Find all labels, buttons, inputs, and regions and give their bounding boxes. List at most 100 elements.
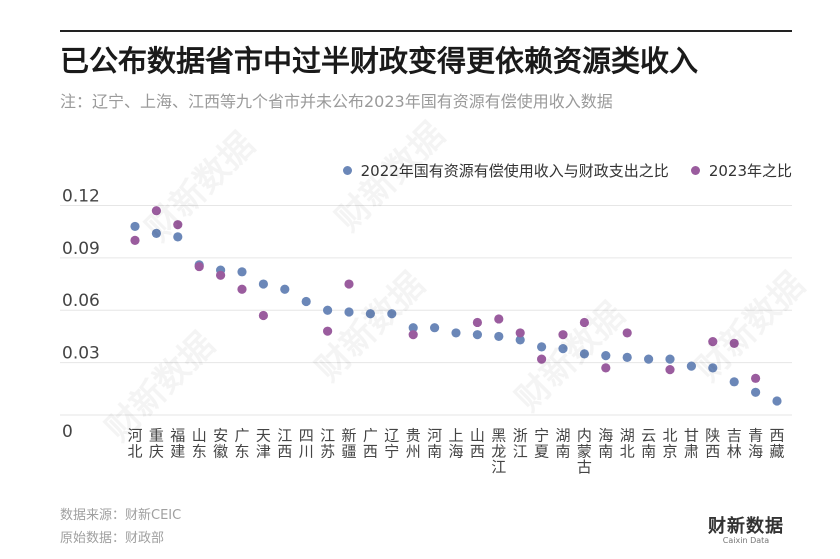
y-tick-label: 0 <box>62 422 73 442</box>
data-point-2023 <box>751 373 761 383</box>
x-tick-label: 吉林 <box>727 427 742 461</box>
data-point-2022 <box>686 361 697 371</box>
data-point-2023 <box>130 235 140 245</box>
legend-item-2023: 2023年之比 <box>690 160 792 181</box>
data-point-2023 <box>194 261 204 272</box>
data-point-2022 <box>665 354 675 364</box>
x-tick-label: 甘肃 <box>684 427 699 461</box>
data-point-2022 <box>494 331 504 342</box>
x-tick-label: 河北 <box>127 427 142 461</box>
data-point-2022 <box>344 307 354 317</box>
data-point-2023 <box>622 328 632 338</box>
data-point-2022 <box>558 344 568 354</box>
x-tick-label: 安徽 <box>213 427 228 461</box>
data-point-2022 <box>708 363 718 373</box>
data-point-2022 <box>472 330 482 340</box>
x-tick-label: 河南 <box>427 427 442 461</box>
caixin-logo: 财新数据 Caixin Data <box>708 512 784 545</box>
chart-subtitle: 注：辽宁、上海、江西等九个省市并未公布2023年国有资源有偿使用收入数据 <box>60 92 613 111</box>
legend-marker-2023 <box>690 166 700 175</box>
x-tick-label: 陕西 <box>705 427 720 461</box>
data-point-2023 <box>323 326 333 336</box>
data-point-2022 <box>323 305 333 315</box>
original-data-note: 原始数据：财政部 <box>60 531 165 546</box>
chart-title: 已公布数据省市中过半财政变得更依赖资源类收入 <box>60 44 699 78</box>
y-tick-label: 0.03 <box>62 344 100 364</box>
y-tick-label: 0.09 <box>62 239 100 259</box>
x-tick-label: 天津 <box>256 427 271 461</box>
data-point-2022 <box>130 221 140 232</box>
data-point-2023 <box>216 270 226 280</box>
x-tick-label: 湖北 <box>620 427 635 461</box>
data-point-2022 <box>280 284 290 294</box>
data-point-2023 <box>494 314 504 324</box>
x-tick-label: 辽宁 <box>384 427 399 461</box>
data-point-2023 <box>151 206 161 216</box>
x-tick-label: 江苏 <box>320 427 335 461</box>
data-point-2022 <box>622 352 632 362</box>
data-point-2023 <box>237 284 247 294</box>
data-point-2023 <box>708 337 718 347</box>
data-point-2023 <box>258 310 268 321</box>
x-tick-label: 四川 <box>299 427 314 461</box>
data-point-2023 <box>665 365 675 375</box>
data-point-2022 <box>258 279 268 289</box>
y-tick-label: 0.06 <box>62 291 100 311</box>
x-tick-label: 广东 <box>234 427 249 461</box>
legend-label-2022: 2022年国有资源有偿使用收入与财政支出之比 <box>360 162 669 180</box>
x-tick-label: 西藏 <box>769 427 784 461</box>
data-point-2022 <box>579 349 590 359</box>
x-tick-label: 青海 <box>748 427 763 461</box>
data-point-2022 <box>430 323 440 333</box>
data-point-2023 <box>408 330 418 340</box>
data-point-2023 <box>558 330 568 340</box>
x-tick-label: 上海 <box>448 427 463 461</box>
data-point-2022 <box>451 328 461 338</box>
data-point-2023 <box>472 317 482 328</box>
logo-text: 财新数据 <box>708 516 784 537</box>
data-point-2023 <box>729 338 739 349</box>
data-point-2022 <box>151 228 161 238</box>
data-point-2023 <box>515 328 525 338</box>
top-rule <box>60 30 792 32</box>
data-point-2023 <box>579 317 590 328</box>
data-point-2022 <box>408 323 418 333</box>
data-point-2022 <box>515 335 525 345</box>
x-tick-label: 贵州 <box>406 427 421 461</box>
data-point-2023 <box>344 279 354 289</box>
data-point-2022 <box>237 267 247 277</box>
y-tick-label: 0.12 <box>62 186 100 206</box>
data-point-2022 <box>301 296 311 307</box>
data-point-2023 <box>601 363 611 373</box>
data-point-2022 <box>537 342 547 352</box>
x-tick-label: 山西 <box>470 427 485 461</box>
x-tick-label: 云南 <box>641 427 656 461</box>
legend-item-2022: 2022年国有资源有偿使用收入与财政支出之比 <box>342 160 669 181</box>
data-point-2022 <box>387 309 397 319</box>
x-tick-label: 浙江 <box>513 427 528 461</box>
data-point-2023 <box>173 220 183 230</box>
x-tick-label: 福建 <box>170 427 185 461</box>
x-tick-label: 内蒙古 <box>577 427 592 477</box>
legend-marker-2022 <box>342 166 352 175</box>
data-source-note: 数据来源：财新CEIC <box>60 508 182 523</box>
legend-label-2023: 2023年之比 <box>708 162 792 180</box>
x-tick-label: 宁夏 <box>534 427 549 461</box>
x-tick-label: 海南 <box>598 427 613 461</box>
data-point-2023 <box>537 354 547 364</box>
data-point-2022 <box>601 351 611 361</box>
x-tick-label: 山东 <box>192 427 207 461</box>
x-tick-label: 重庆 <box>149 427 164 461</box>
logo-subtext: Caixin Data <box>722 536 770 545</box>
data-point-2022 <box>729 377 739 387</box>
x-tick-label: 北京 <box>662 427 677 461</box>
x-tick-label: 江西 <box>277 427 292 461</box>
x-tick-label: 新疆 <box>341 427 356 461</box>
data-point-2022 <box>772 396 782 406</box>
x-tick-label: 广西 <box>363 427 378 461</box>
legend: 2022年国有资源有偿使用收入与财政支出之比 2023年之比 <box>321 160 792 181</box>
data-point-2022 <box>365 309 375 319</box>
data-point-2022 <box>751 387 761 397</box>
x-tick-label: 黑龙江 <box>491 427 506 477</box>
